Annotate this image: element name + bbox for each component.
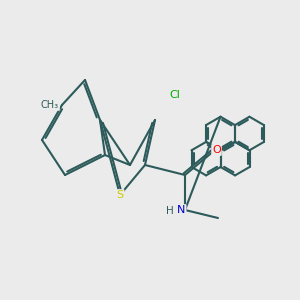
- Text: O: O: [212, 145, 221, 155]
- Text: Cl: Cl: [169, 90, 180, 100]
- Text: N: N: [177, 205, 186, 215]
- Text: H: H: [166, 206, 174, 217]
- Text: S: S: [116, 190, 124, 200]
- Text: CH₃: CH₃: [41, 100, 59, 110]
